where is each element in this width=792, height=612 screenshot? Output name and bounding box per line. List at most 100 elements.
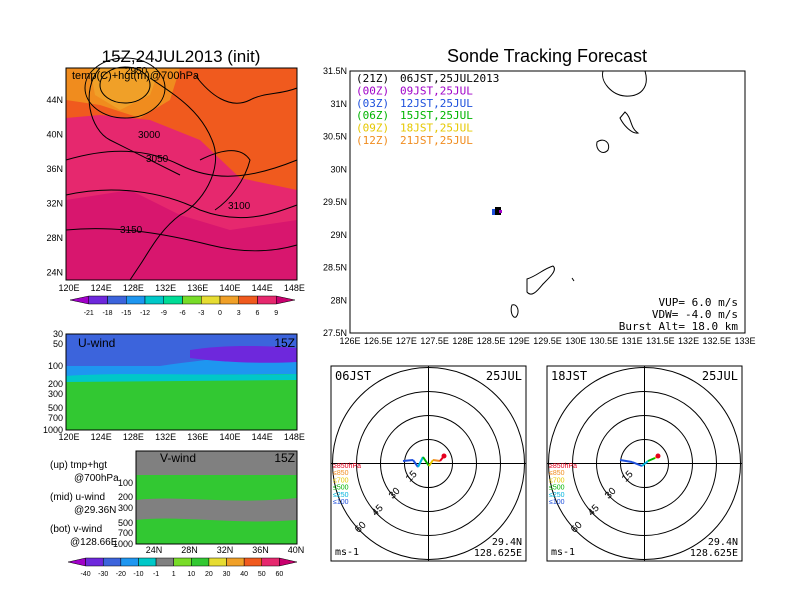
colorbar-label: 3 — [237, 310, 241, 317]
lat-tick-label: 30N — [330, 164, 347, 174]
lat-tick-label: 24N — [146, 545, 163, 555]
lon-tick-label: 144E — [252, 432, 273, 442]
level-legend-item: ≥850hPa — [549, 463, 577, 470]
lat-tick-label: 36N — [252, 545, 269, 555]
tracking-title: Sonde Tracking Forecast — [447, 46, 647, 66]
trajectory-cluster — [499, 210, 502, 213]
polar-unit: ms-1 — [335, 547, 359, 558]
lon-tick-label: 140E — [219, 432, 240, 442]
colorbar-swatch — [173, 557, 192, 567]
height-contour — [65, 150, 298, 177]
temp-colorbar: -21 -18 -15 -12 -9 -6 -3 0 3 6 9 — [69, 295, 296, 317]
jet-core — [190, 345, 297, 363]
contour-label: 3050 — [146, 154, 169, 165]
lon-tick-label: 127.5E — [420, 336, 449, 346]
lon-tick-label: 128E — [123, 283, 144, 293]
colorbar-label: -20 — [116, 571, 126, 578]
cool-region — [66, 190, 297, 280]
launch-code: (12Z) — [356, 134, 389, 147]
colorbar-label: 40 — [240, 571, 248, 578]
lat-tick-label: 31N — [330, 99, 347, 109]
hodograph-segment — [641, 460, 649, 467]
pressure-tick-label: 300 — [48, 389, 63, 399]
lon-tick-label: 128.5E — [477, 336, 506, 346]
lat-tick-label: 30.5N — [323, 132, 347, 142]
colorbar-label: 50 — [258, 571, 266, 578]
lon-tick-label: 130E — [565, 336, 586, 346]
lon-tick-label: 120E — [58, 432, 79, 442]
colorbar-label: -6 — [179, 310, 185, 317]
lon-tick-label: 132E — [678, 336, 699, 346]
lon-tick-label: 136E — [187, 432, 208, 442]
level-legend-item: ≤250 — [333, 492, 349, 499]
colorbar-swatch — [182, 295, 202, 305]
colorbar-swatch — [279, 557, 298, 567]
map-frame — [65, 67, 298, 281]
lon-tick-label: 129E — [509, 336, 530, 346]
pressure-tick-label: 30 — [53, 329, 63, 339]
pressure-tick-label: 300 — [118, 503, 133, 513]
section-frame — [135, 450, 298, 545]
polar-panel-18jst: 18JST 25JULms-129.4N128.625E15304560≥850h… — [546, 365, 743, 562]
note-bot: (bot) v-wind — [50, 524, 102, 535]
lat-tick-label: 31.5N — [323, 66, 347, 76]
height-contour — [65, 228, 298, 252]
map-label: temp(C)+hgt(m)@700hPa — [72, 70, 200, 82]
launch-time: 21JST,25JUL — [400, 134, 473, 147]
lat-tick-label: 32N — [217, 545, 234, 555]
v-wind-section — [135, 450, 298, 545]
level-legend-item: ≤700 — [333, 477, 349, 484]
island — [526, 265, 555, 295]
launch-code: (21Z) — [356, 72, 389, 85]
polar-lon: 128.625E — [474, 548, 522, 559]
lon-tick-label: 124E — [91, 432, 112, 442]
hodograph-segment — [647, 457, 656, 462]
level-legend-item: ≤100 — [333, 499, 349, 506]
pressure-tick-label: 1000 — [113, 539, 133, 549]
polar-lon: 128.625E — [690, 548, 738, 559]
pressure-tick-label: 700 — [118, 528, 133, 538]
launch-code: (06Z) — [356, 109, 389, 122]
lon-tick-label: 126.5E — [364, 336, 393, 346]
lon-tick-label: 148E — [284, 432, 305, 442]
colorbar-label: -1 — [153, 571, 159, 578]
island — [596, 139, 610, 153]
lon-tick-label: 140E — [219, 283, 240, 293]
colorbar-label: -30 — [98, 571, 108, 578]
level-legend-item: ≤500 — [549, 485, 565, 492]
burst-text: Burst Alt= 18.0 km — [619, 320, 739, 333]
level-legend-item: ≤700 — [549, 477, 565, 484]
polar-time: 18JST — [551, 369, 587, 383]
lat-tick-label: 24N — [46, 268, 63, 278]
polar-lat: 29.4N — [492, 537, 522, 548]
launch-time: 12JST,25JUL — [400, 97, 473, 110]
lon-tick-label: 132.5E — [703, 336, 732, 346]
colorbar-swatch — [107, 295, 127, 305]
lon-tick-label: 126E — [339, 336, 360, 346]
level-legend-item: ≥850hPa — [333, 463, 361, 470]
colorbar-swatch — [85, 557, 104, 567]
level-legend-item: ≤500 — [333, 485, 349, 492]
pressure-tick-label: 500 — [118, 518, 133, 528]
launch-time: 15JST,25JUL — [400, 109, 473, 122]
lat-tick-label: 28N — [181, 545, 198, 555]
colorbar-label: 1 — [172, 571, 176, 578]
colorbar-label: 20 — [205, 571, 213, 578]
colorbar-swatch — [102, 557, 122, 567]
lon-tick-label: 131.5E — [646, 336, 675, 346]
lon-tick-label: 120E — [58, 283, 79, 293]
lon-tick-label: 133E — [734, 336, 755, 346]
lon-tick-label: 144E — [252, 283, 273, 293]
left-title: 15Z,24JUL2013 (init) — [102, 47, 261, 66]
launch-code: (00Z) — [356, 84, 389, 97]
lon-tick-label: 131E — [622, 336, 643, 346]
lat-tick-label: 29.5N — [323, 197, 347, 207]
lon-tick-label: 124E — [91, 283, 112, 293]
launch-code: (03Z) — [356, 97, 389, 110]
lat-tick-label: 28N — [46, 233, 63, 243]
pressure-tick-label: 200 — [48, 379, 63, 389]
colorbar-swatch — [69, 295, 89, 305]
colorbar-swatch — [257, 295, 277, 305]
lon-tick-label: 128E — [452, 336, 473, 346]
